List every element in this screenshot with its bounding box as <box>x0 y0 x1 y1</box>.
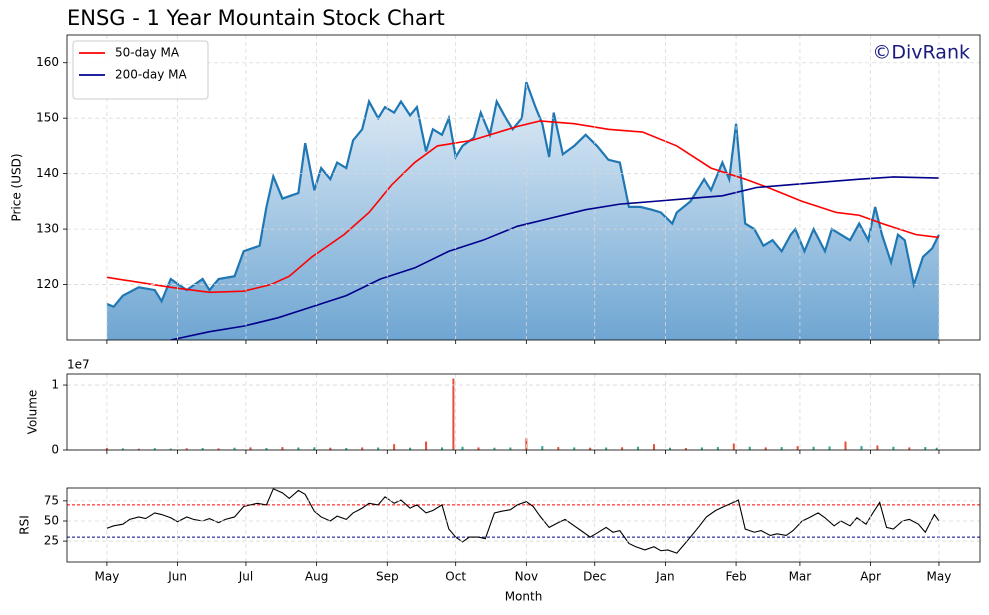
volume-bar <box>105 448 108 450</box>
legend-box <box>72 40 209 100</box>
volume-bar <box>201 448 204 450</box>
y-axis-label: Volume <box>26 390 40 435</box>
volume-bar <box>935 447 938 450</box>
volume-bar <box>452 378 455 450</box>
volume-bar <box>621 447 624 450</box>
axes-frame <box>66 373 981 451</box>
watermark: ©DivRank <box>872 42 970 64</box>
volume-bar <box>876 445 879 450</box>
volume-bar <box>764 447 767 450</box>
volume-bar <box>169 448 172 450</box>
volume-bar <box>573 447 576 450</box>
y-tick-label: 75 <box>44 493 59 507</box>
volume-bar <box>425 441 428 450</box>
x-axis-label: Month <box>505 590 543 604</box>
y-offset-label: 1e7 <box>67 358 90 372</box>
rsi-line <box>106 488 940 554</box>
volume-bar <box>557 447 560 450</box>
ma-line <box>170 176 939 340</box>
y-tick-label: 130 <box>36 222 59 236</box>
plot-area <box>106 81 940 340</box>
x-tick-label: Oct <box>445 570 466 584</box>
y-tick-label: 120 <box>36 277 59 291</box>
x-tick-label: Jun <box>167 570 187 584</box>
x-tick-label: Jan <box>655 570 675 584</box>
volume-bar <box>812 446 815 450</box>
volume-bar <box>732 443 735 450</box>
x-tick-label: Sep <box>376 570 399 584</box>
volume-bar <box>137 448 140 450</box>
legend-label: 200-day MA <box>115 68 187 82</box>
volume-bar <box>153 448 156 450</box>
volume-bar <box>477 447 480 450</box>
x-tick-label: May <box>927 570 952 584</box>
volume-bar <box>281 447 284 450</box>
legend-label: 50-day MA <box>115 46 180 60</box>
volume-bar <box>493 447 496 450</box>
volume-bar <box>637 446 640 450</box>
chart-title: ENSG - 1 Year Mountain Stock Chart <box>67 6 445 30</box>
y-tick-label: 1 <box>51 378 59 392</box>
plot-area <box>67 488 980 554</box>
volume-bar <box>892 446 895 450</box>
y-tick-label: 50 <box>44 513 59 527</box>
volume-bar <box>668 447 671 450</box>
volume-bar <box>700 447 703 450</box>
ma-line <box>106 120 940 294</box>
y-tick-label: 140 <box>36 166 59 180</box>
volume-bar <box>780 447 783 450</box>
volume-bar <box>121 448 124 450</box>
volume-bar <box>393 444 396 450</box>
volume-bar <box>589 447 592 450</box>
y-tick-label: 25 <box>44 534 59 548</box>
x-tick-label: Dec <box>583 570 606 584</box>
volume-bar <box>653 444 656 450</box>
volume-bar <box>748 446 751 450</box>
volume-bar <box>297 447 300 450</box>
volume-bar <box>233 447 236 450</box>
y-tick-label: 160 <box>36 55 59 69</box>
price-line <box>106 81 940 309</box>
volume-bar <box>249 447 252 450</box>
volume-bar <box>329 447 332 450</box>
volume-bar <box>217 448 220 450</box>
x-tick-label: Aug <box>305 570 328 584</box>
x-tick-label: Jul <box>238 570 253 584</box>
axes-frame <box>66 34 981 341</box>
volume-bar <box>361 447 364 450</box>
volume-bar <box>541 446 544 450</box>
axes-frame <box>66 487 981 563</box>
volume-bar <box>509 447 512 450</box>
volume-bar <box>605 447 608 450</box>
x-tick-label: Feb <box>725 570 746 584</box>
y-tick-label: 0 <box>51 443 59 457</box>
volume-bar <box>844 441 847 450</box>
x-tick-label: Apr <box>860 570 881 584</box>
volume-bar <box>828 446 831 450</box>
y-axis-label: RSI <box>18 515 32 535</box>
volume-bar <box>461 446 464 450</box>
x-tick-label: Mar <box>789 570 812 584</box>
volume-bar <box>345 448 348 450</box>
y-axis-label: Price (USD) <box>10 153 24 221</box>
plot-area <box>105 378 938 450</box>
volume-bar <box>441 447 444 450</box>
x-tick-label: Nov <box>515 570 538 584</box>
volume-bar <box>185 448 188 450</box>
volume-bar <box>860 446 863 450</box>
volume-bar <box>908 447 911 450</box>
y-tick-label: 150 <box>36 111 59 125</box>
volume-bar <box>716 447 719 450</box>
volume-bar <box>684 448 687 450</box>
area-fill <box>106 82 939 340</box>
volume-bar <box>313 447 316 450</box>
volume-bar <box>377 447 380 450</box>
volume-bar <box>796 446 799 450</box>
volume-bar <box>265 448 268 450</box>
volume-bar <box>924 447 927 450</box>
volume-bar <box>409 447 412 450</box>
x-tick-label: May <box>94 570 119 584</box>
